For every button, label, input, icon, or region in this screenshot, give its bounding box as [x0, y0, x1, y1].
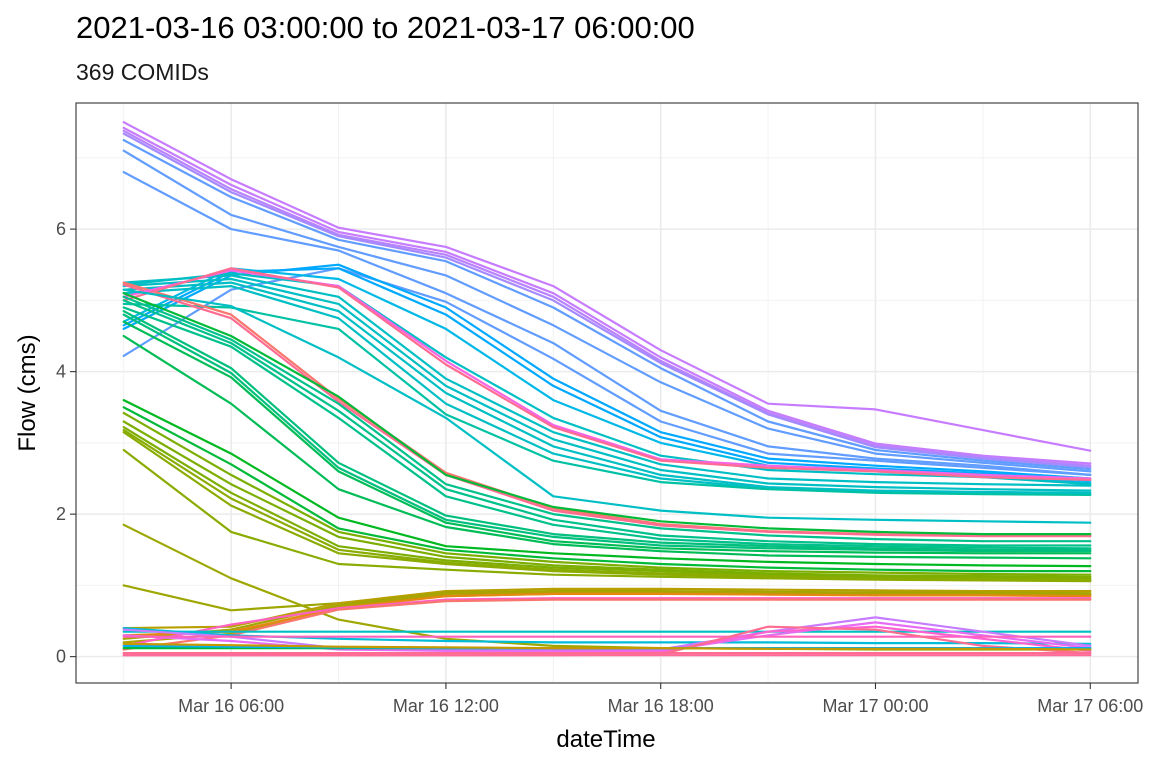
series-line [122, 295, 1092, 543]
series-line [122, 267, 1092, 481]
series-line [122, 126, 1092, 465]
x-tick-label: Mar 17 00:00 [822, 696, 928, 716]
series-line [122, 592, 1092, 637]
series-line [122, 121, 1092, 452]
series-line [122, 139, 1092, 471]
y-axis-title: Flow (cms) [14, 334, 41, 451]
series-line [122, 281, 1092, 494]
y-axis: 0 2 4 6 [56, 219, 76, 667]
series-line [122, 149, 1092, 473]
series-line [122, 448, 1092, 583]
series-lines [122, 121, 1092, 657]
series-line [122, 420, 1092, 578]
x-tick-label: Mar 16 18:00 [608, 696, 714, 716]
series-line [122, 320, 1092, 555]
series-line [122, 406, 1092, 573]
series-line [122, 274, 1092, 487]
x-axis: Mar 16 06:00 Mar 16 12:00 Mar 16 18:00 Mar … [178, 683, 1143, 716]
series-line [122, 598, 1092, 651]
series-line [122, 616, 1092, 651]
series-line [122, 132, 1092, 469]
series-line [122, 283, 1092, 538]
series-line [122, 272, 1092, 486]
series-line [122, 399, 1092, 568]
series-line [122, 288, 1092, 524]
series-line [122, 597, 1092, 648]
series-line [122, 334, 1092, 560]
x-tick-label: Mar 16 06:00 [178, 696, 284, 716]
x-axis-title: dateTime [556, 726, 655, 753]
series-line [122, 426, 1092, 580]
chart-title: 2021-03-16 03:00:00 to 2021-03-17 06:00:… [76, 10, 695, 45]
series-line [122, 267, 1092, 482]
y-tick-label: 4 [56, 362, 66, 382]
series-line [122, 292, 1092, 536]
panel-border [75, 102, 1139, 684]
series-line [122, 313, 1092, 553]
series-line [122, 411, 1092, 576]
series-line [122, 302, 1092, 496]
series-line [122, 129, 1092, 467]
series-line [122, 642, 1092, 651]
x-tick-label: Mar 16 12:00 [393, 696, 499, 716]
y-tick-label: 0 [56, 647, 66, 667]
y-tick-label: 6 [56, 219, 66, 239]
series-line [122, 171, 1092, 476]
series-line [122, 587, 1092, 630]
series-line [122, 299, 1092, 547]
series-line [122, 277, 1092, 492]
y-tick-label: 2 [56, 504, 66, 524]
x-tick-label: Mar 17 06:00 [1037, 696, 1143, 716]
series-line [122, 310, 1092, 551]
series-line [122, 306, 1092, 550]
chart-subtitle: 369 COMIDs [76, 59, 209, 85]
